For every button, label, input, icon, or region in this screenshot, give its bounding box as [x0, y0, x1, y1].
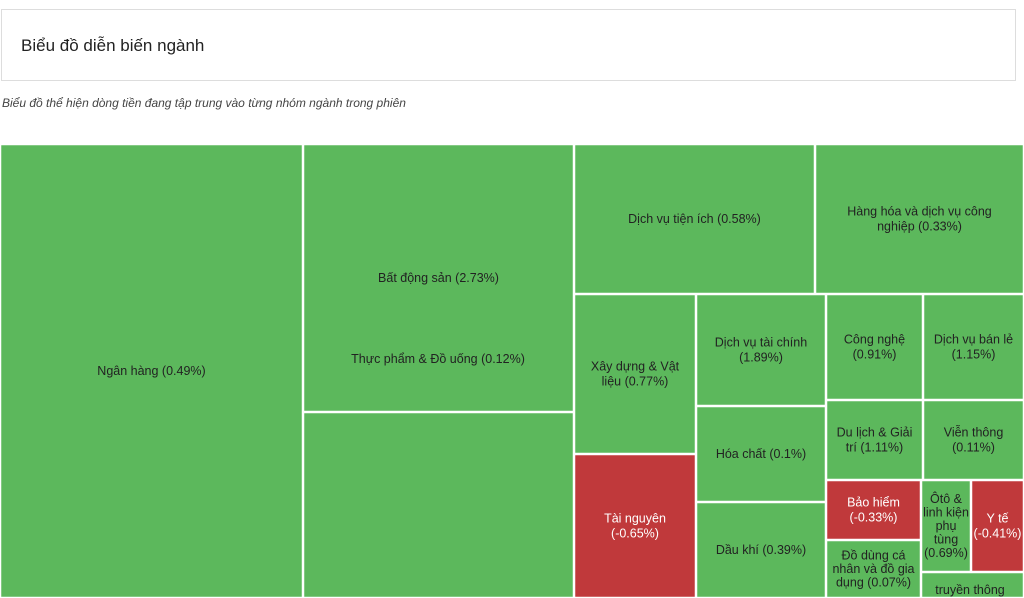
sector-treemap: Ngân hàng (0.49%) Bất động sản (2.73%) Thự…	[0, 144, 1024, 598]
treemap-label: Y tế (-0.41%)	[974, 512, 1022, 541]
treemap-rect[interactable]	[922, 399, 1024, 481]
treemap-tile-tai-nguyen[interactable]: Tài nguyên (-0.65%)	[573, 453, 697, 598]
treemap-rect[interactable]	[825, 479, 922, 541]
treemap-tile-cong-nghe[interactable]: Công nghệ (0.91%)	[825, 293, 924, 401]
treemap-tile-oto-linh-kien-phu-tung[interactable]: Ôtô & linh kiện phụ tùng (0.69%)	[920, 479, 972, 573]
treemap-label: Xây dựng & Vật liệu (0.77%)	[591, 360, 680, 389]
treemap-label: Thực phẩm & Đồ uống (0.12%)	[351, 352, 525, 366]
treemap-rect[interactable]	[825, 293, 924, 401]
treemap-tile-hang-hoa-va-dich-vu-cong-nghiep[interactable]: Hàng hóa và dịch vụ công nghiệp (0.33%)	[814, 144, 1024, 295]
treemap-tile-vien-thong[interactable]: Viễn thông (0.11%)	[922, 399, 1024, 481]
treemap-tile-ngan-hang[interactable]: Ngân hàng (0.49%)	[0, 144, 304, 598]
treemap-tile-dich-vu-tai-chinh[interactable]: Dịch vụ tài chính (1.89%)	[695, 293, 827, 407]
treemap-label: Hàng hóa và dịch vụ công nghiệp (0.33%)	[847, 205, 992, 234]
treemap-rect[interactable]	[922, 293, 1024, 401]
treemap-rect[interactable]	[302, 144, 575, 413]
treemap-rect[interactable]	[573, 293, 697, 455]
treemap-label: Đồ dùng cá nhân và đồ gia dụng (0.07%)	[832, 549, 914, 590]
treemap-label: Hóa chất (0.1%)	[716, 447, 806, 461]
treemap-tile-thuc-pham-do-uong[interactable]: Thực phẩm & Đồ uống (0.12%)	[302, 352, 575, 598]
chart-title-box: Biểu đồ diễn biến ngành	[1, 9, 1016, 81]
treemap-rect[interactable]	[695, 293, 827, 407]
treemap-label: Dầu khí (0.39%)	[716, 543, 806, 557]
treemap-rect[interactable]	[814, 144, 1024, 295]
treemap-tile-hoa-chat[interactable]: Hóa chất (0.1%)	[695, 405, 827, 503]
treemap-tile-xay-dung-vat-lieu[interactable]: Xây dựng & Vật liệu (0.77%)	[573, 293, 697, 455]
treemap-rect[interactable]	[695, 501, 827, 598]
treemap-rect[interactable]	[302, 411, 575, 598]
chart-title: Biểu đồ diễn biến ngành	[21, 36, 205, 55]
treemap-tile-du-lich-giai-tri[interactable]: Du lịch & Giải trí (1.11%)	[825, 399, 924, 481]
treemap-label: Ôtô & linh kiện phụ tùng (0.69%)	[923, 491, 969, 560]
treemap-label: Công nghệ (0.91%)	[844, 333, 905, 362]
treemap-label: Dịch vụ tiện ích (0.58%)	[628, 212, 761, 226]
treemap-rect[interactable]	[920, 479, 972, 573]
treemap-rect[interactable]	[970, 479, 1024, 573]
treemap-label: Bất động sản (2.73%)	[378, 271, 499, 285]
treemap-label: Du lịch & Giải trí (1.11%)	[837, 426, 913, 455]
treemap-tile-do-dung-ca-nhan-va-do-gia-dung[interactable]: Đồ dùng cá nhân và đồ gia dụng (0.07%)	[825, 539, 922, 598]
treemap-rect[interactable]	[573, 144, 816, 295]
treemap-label: Bảo hiểm (-0.33%)	[847, 496, 900, 525]
treemap-tile-truyen-thong[interactable]: truyền thông	[920, 571, 1024, 598]
treemap-tile-y-te[interactable]: Y tế (-0.41%)	[970, 479, 1024, 573]
treemap-label: Dịch vụ tài chính (1.89%)	[715, 336, 807, 365]
treemap-tile-dau-khi[interactable]: Dầu khí (0.39%)	[695, 501, 827, 598]
treemap-rect[interactable]	[825, 399, 924, 481]
treemap-rect[interactable]	[695, 405, 827, 503]
chart-subtitle: Biểu đồ thể hiện dòng tiền đang tập trun…	[2, 96, 406, 110]
treemap-label: Viễn thông (0.11%)	[944, 425, 1004, 455]
treemap-rect[interactable]	[0, 144, 304, 598]
treemap-rect[interactable]	[573, 453, 697, 598]
treemap-label: Tài nguyên (-0.65%)	[604, 512, 666, 541]
treemap-tile-dich-vu-ban-le[interactable]: Dịch vụ bán lẻ (1.15%)	[922, 293, 1024, 401]
treemap-label: Ngân hàng (0.49%)	[97, 364, 205, 378]
treemap-label: truyền thông	[935, 583, 1005, 597]
treemap-tile-bao-hiem[interactable]: Bảo hiểm (-0.33%)	[825, 479, 922, 541]
treemap-tile-bat-dong-san[interactable]: Bất động sản (2.73%)	[302, 144, 575, 413]
treemap-label: Dịch vụ bán lẻ (1.15%)	[934, 333, 1013, 362]
treemap-tile-dich-vu-tien-ich[interactable]: Dịch vụ tiện ích (0.58%)	[573, 144, 816, 295]
